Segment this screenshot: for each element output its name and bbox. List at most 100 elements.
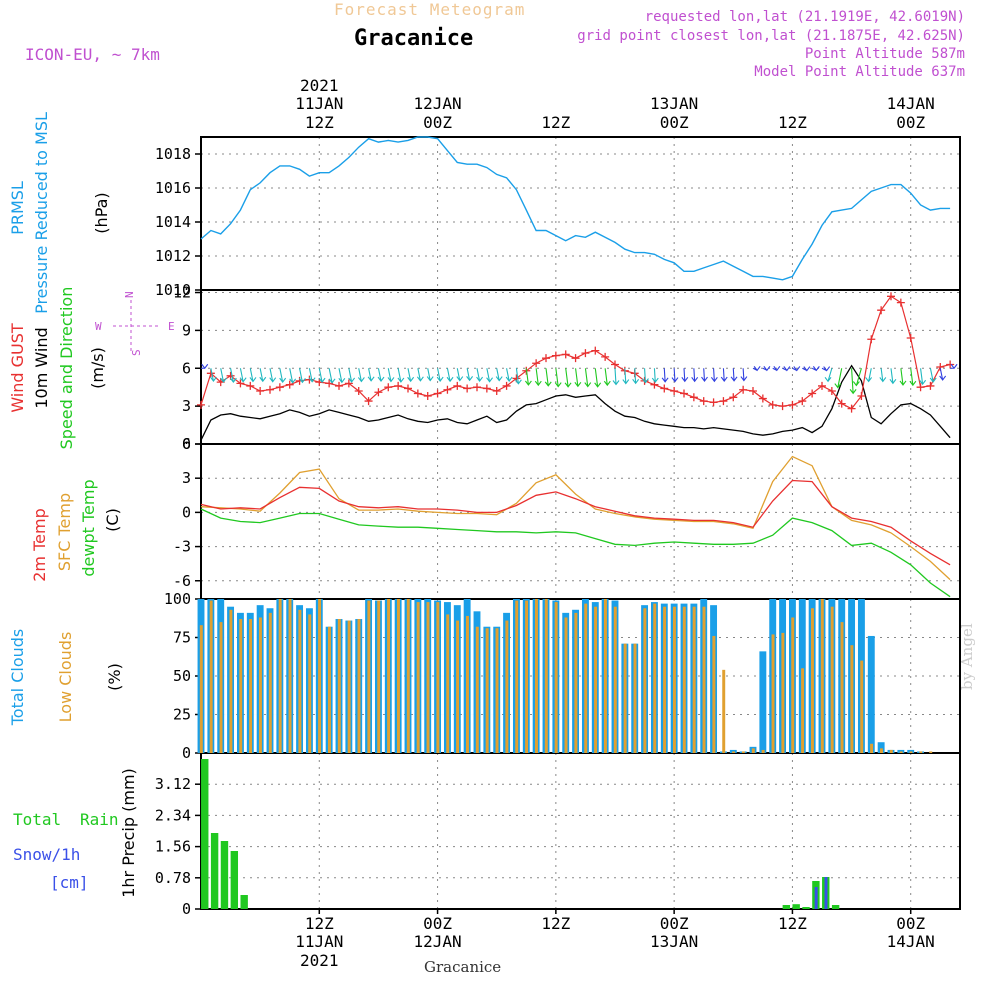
wind-unit: (m/s) — [88, 347, 107, 389]
wind-direction-arrow — [209, 368, 217, 382]
bottom-time-hour: 12Z — [305, 914, 334, 933]
wind-ytick-label: 3 — [182, 397, 191, 415]
gust-marker — [561, 350, 570, 359]
wind-direction-arrow — [348, 368, 356, 383]
dewpt-line — [200, 508, 951, 598]
2m-temp-line — [200, 479, 951, 566]
compass-axes — [113, 300, 160, 353]
wind-direction-arrow — [821, 366, 831, 372]
tsfc-label: SFC Temp — [55, 493, 74, 571]
clouds-unit: (%) — [105, 663, 124, 691]
gust-marker — [413, 389, 422, 398]
low-cloud-bar — [712, 635, 716, 753]
low-cloud-bar — [830, 606, 834, 753]
wind-direction-arrow — [622, 368, 630, 385]
precip-ytick-label: 1.56 — [155, 838, 191, 856]
low-cloud-bar — [544, 599, 548, 753]
precip-unit: 1hr Precip (mm) — [119, 768, 138, 898]
gust-label: Wind GUST — [8, 323, 27, 413]
temperature-ytick-label: 6 — [182, 435, 191, 453]
low-cloud-bar — [653, 603, 657, 753]
rain-bar — [230, 851, 239, 909]
low-cloud-bar — [840, 622, 844, 753]
gust-marker — [729, 393, 738, 402]
gust-marker — [374, 388, 383, 397]
wind-direction-arrow — [534, 368, 542, 387]
wind-direction-arrow — [249, 368, 257, 383]
gust-marker — [719, 397, 728, 406]
compass-w: W — [95, 320, 102, 333]
wind-direction-arrow — [505, 368, 513, 382]
gust-marker — [926, 381, 935, 390]
low-cloud-bar — [505, 620, 509, 753]
rain-bar — [240, 895, 248, 909]
wind-direction-arrow — [909, 368, 917, 387]
gust-marker — [581, 349, 590, 358]
gust-marker — [739, 385, 748, 394]
wind-direction-arrow — [446, 368, 454, 383]
gust-marker — [847, 404, 856, 413]
total-cloud-bar — [759, 651, 767, 753]
low-cloud-bar — [603, 599, 607, 753]
wind-direction-arrow — [782, 366, 791, 372]
low-cloud-bar — [643, 608, 647, 753]
low-cloud-bar — [525, 600, 529, 753]
wind-direction-arrow — [792, 366, 801, 372]
gust-marker — [473, 383, 481, 392]
rain-bar — [220, 841, 229, 909]
low-cloud-bar — [288, 599, 292, 753]
snow-bar — [814, 887, 818, 909]
top-time-date: 14JAN — [887, 94, 935, 113]
wind-direction-arrow — [554, 368, 562, 388]
wind-frame — [200, 289, 961, 445]
low-cloud-bar — [367, 600, 371, 753]
gust-marker — [394, 381, 403, 390]
low-cloud-bar — [298, 609, 302, 753]
gust-marker — [453, 381, 462, 390]
gust-marker — [197, 400, 205, 409]
low-cloud-bar — [584, 603, 588, 753]
wind-direction-arrow — [239, 368, 247, 383]
gust-marker — [601, 352, 610, 361]
wind-direction-arrow — [466, 368, 474, 382]
bottom-time-label: 12Z — [541, 909, 571, 933]
low-cloud-bar — [574, 612, 578, 753]
wind-direction-arrow — [279, 368, 287, 384]
gust-marker — [266, 385, 274, 394]
wind-direction-arrow — [416, 368, 424, 382]
wind-direction-arrow — [584, 368, 592, 388]
compass-e: E — [168, 320, 175, 333]
low-cloud-bar — [337, 619, 341, 753]
gust-marker — [887, 292, 895, 301]
gust-marker — [906, 333, 915, 342]
compass-s: S — [130, 349, 143, 356]
clouds-ytick-label: 75 — [173, 629, 191, 647]
precip-ytick-label: 2.34 — [155, 806, 191, 824]
wind-direction-arrow — [929, 368, 937, 383]
gust-marker — [611, 360, 619, 369]
precip-cm-label: [cm] — [50, 873, 89, 892]
gust-marker — [591, 346, 600, 355]
wind-direction-arrow — [811, 366, 820, 372]
low-cloud-bar — [209, 600, 213, 753]
gust-marker — [798, 397, 807, 406]
gust-marker — [551, 351, 560, 360]
low-cloud-bar — [623, 643, 627, 753]
pressure-ytick-label: 1016 — [155, 179, 191, 197]
gust-marker — [818, 381, 826, 390]
low-cloud-bar — [919, 751, 923, 753]
rain-bar — [792, 904, 800, 909]
wind-direction-arrow — [802, 366, 811, 372]
low-cloud-bar — [682, 606, 686, 753]
wind-direction-arrow — [772, 366, 781, 372]
gust-marker — [492, 386, 501, 395]
low-cloud-bar — [929, 751, 933, 753]
wind-dir-label: Speed and Direction — [57, 287, 76, 450]
gust-marker — [749, 386, 757, 395]
precip-panel: 0 0.78 1.56 2.34 3.12 — [155, 752, 961, 918]
wind-direction-arrow — [681, 368, 689, 383]
wind-ytick-label: 12 — [173, 284, 191, 302]
rain-bar — [831, 905, 840, 909]
gridpoint-coords: grid point closest lon,lat (21.1875E, 42… — [577, 28, 965, 44]
low-cloud-bar — [327, 626, 331, 753]
